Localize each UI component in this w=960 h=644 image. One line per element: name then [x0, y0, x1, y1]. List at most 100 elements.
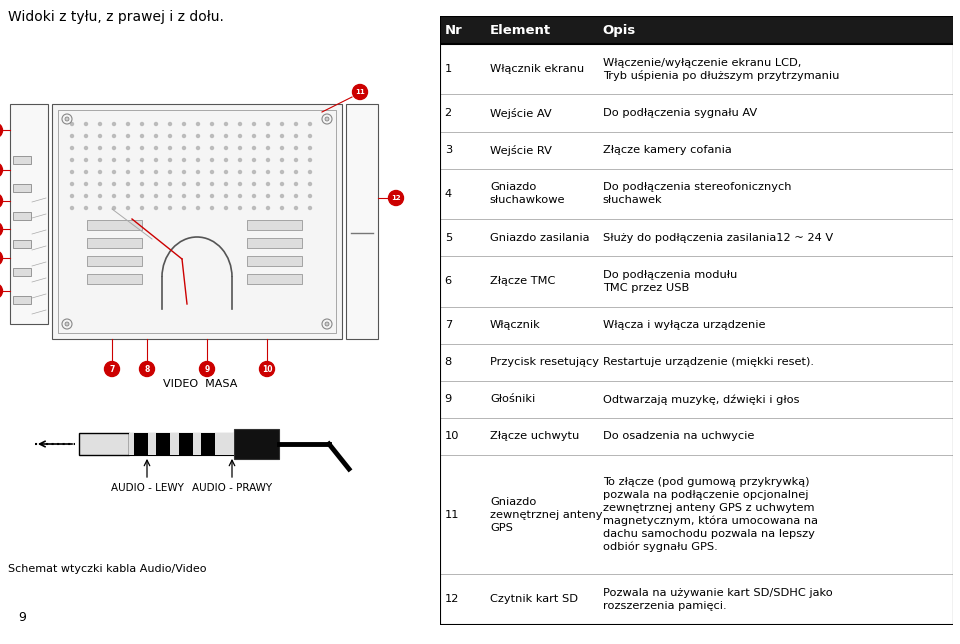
Circle shape [210, 146, 213, 149]
Circle shape [84, 194, 87, 198]
Bar [440, 16, 953, 44]
Circle shape [308, 171, 311, 173]
Circle shape [197, 207, 200, 209]
Text: 2: 2 [444, 108, 452, 118]
Bar [13, 268, 31, 276]
Circle shape [238, 146, 242, 149]
Circle shape [280, 207, 283, 209]
Circle shape [84, 182, 87, 185]
Text: Gniazdo: Gniazdo [490, 182, 537, 193]
Bar [87, 220, 142, 230]
Circle shape [140, 182, 143, 185]
Text: Restartuje urządzenie (miękki reset).: Restartuje urządzenie (miękki reset). [603, 357, 814, 367]
Circle shape [210, 158, 213, 162]
Text: 11: 11 [355, 89, 365, 95]
Circle shape [259, 361, 275, 377]
Circle shape [99, 122, 102, 126]
Circle shape [0, 222, 3, 237]
Circle shape [267, 135, 270, 138]
Text: Głośniki: Głośniki [490, 394, 535, 404]
Circle shape [70, 122, 74, 126]
Text: dachu samochodu pozwala na lepszy: dachu samochodu pozwala na lepszy [603, 529, 815, 539]
Circle shape [182, 158, 185, 162]
Circle shape [252, 171, 255, 173]
Circle shape [169, 146, 172, 149]
Circle shape [238, 171, 242, 173]
Text: Opis: Opis [603, 24, 636, 37]
Circle shape [99, 207, 102, 209]
Circle shape [308, 135, 311, 138]
Circle shape [140, 194, 143, 198]
Text: Gniazdo: Gniazdo [490, 497, 537, 507]
Text: słuchawkowe: słuchawkowe [490, 195, 565, 205]
Text: Wejście RV: Wejście RV [490, 145, 552, 156]
Circle shape [267, 194, 270, 198]
Circle shape [140, 122, 143, 126]
Circle shape [280, 194, 283, 198]
Circle shape [295, 194, 298, 198]
Circle shape [308, 158, 311, 162]
Circle shape [127, 171, 130, 173]
Text: słuchawek: słuchawek [603, 195, 662, 205]
Text: Odtwarzają muzykę, dźwięki i głos: Odtwarzają muzykę, dźwięki i głos [603, 394, 800, 404]
Bar [129, 433, 134, 455]
Text: Złącze kamery cofania: Złącze kamery cofania [603, 145, 732, 155]
Circle shape [140, 135, 143, 138]
Circle shape [252, 207, 255, 209]
Circle shape [197, 194, 200, 198]
Circle shape [105, 361, 119, 377]
Circle shape [197, 135, 200, 138]
Circle shape [127, 158, 130, 162]
Text: 7: 7 [109, 365, 114, 374]
Text: To złącze (pod gumową przykrywką): To złącze (pod gumową przykrywką) [603, 477, 809, 487]
Circle shape [267, 146, 270, 149]
Text: zewnętrznej anteny: zewnętrznej anteny [490, 509, 602, 520]
Circle shape [182, 146, 185, 149]
Text: Złącze TMC: Złącze TMC [490, 276, 555, 287]
Circle shape [197, 158, 200, 162]
Text: Do podłączenia sygnału AV: Do podłączenia sygnału AV [603, 108, 757, 118]
Circle shape [0, 283, 3, 299]
Circle shape [70, 207, 74, 209]
Text: 9: 9 [444, 394, 452, 404]
Circle shape [325, 322, 329, 326]
Text: 10: 10 [444, 431, 459, 441]
Text: AUDIO - LEWY: AUDIO - LEWY [110, 483, 183, 493]
Circle shape [267, 122, 270, 126]
Circle shape [65, 117, 69, 121]
Circle shape [308, 146, 311, 149]
Text: 1: 1 [444, 64, 452, 74]
Circle shape [70, 135, 74, 138]
Circle shape [140, 146, 143, 149]
Text: Czytnik kart SD: Czytnik kart SD [490, 594, 578, 605]
Circle shape [70, 146, 74, 149]
Circle shape [210, 171, 213, 173]
Circle shape [308, 182, 311, 185]
Text: VIDEO  MASA: VIDEO MASA [163, 379, 237, 389]
Circle shape [225, 182, 228, 185]
Circle shape [389, 191, 403, 205]
Text: 6: 6 [444, 276, 452, 287]
Bar [87, 238, 142, 248]
Circle shape [155, 194, 157, 198]
Circle shape [197, 171, 200, 173]
Circle shape [169, 158, 172, 162]
Circle shape [127, 122, 130, 126]
Circle shape [139, 361, 155, 377]
Circle shape [210, 122, 213, 126]
Circle shape [238, 158, 242, 162]
Circle shape [252, 158, 255, 162]
Bar [148, 433, 156, 455]
Circle shape [210, 207, 213, 209]
Text: magnetycznym, która umocowana na: magnetycznym, która umocowana na [603, 516, 818, 526]
Text: Gniazdo zasilania: Gniazdo zasilania [490, 232, 589, 243]
Circle shape [112, 194, 115, 198]
Circle shape [70, 194, 74, 198]
Text: Włączenie/wyłączenie ekranu LCD,: Włączenie/wyłączenie ekranu LCD, [603, 58, 802, 68]
Circle shape [210, 182, 213, 185]
Text: Wejście AV: Wejście AV [490, 108, 551, 118]
Circle shape [267, 158, 270, 162]
Circle shape [267, 182, 270, 185]
Circle shape [225, 171, 228, 173]
Circle shape [252, 146, 255, 149]
